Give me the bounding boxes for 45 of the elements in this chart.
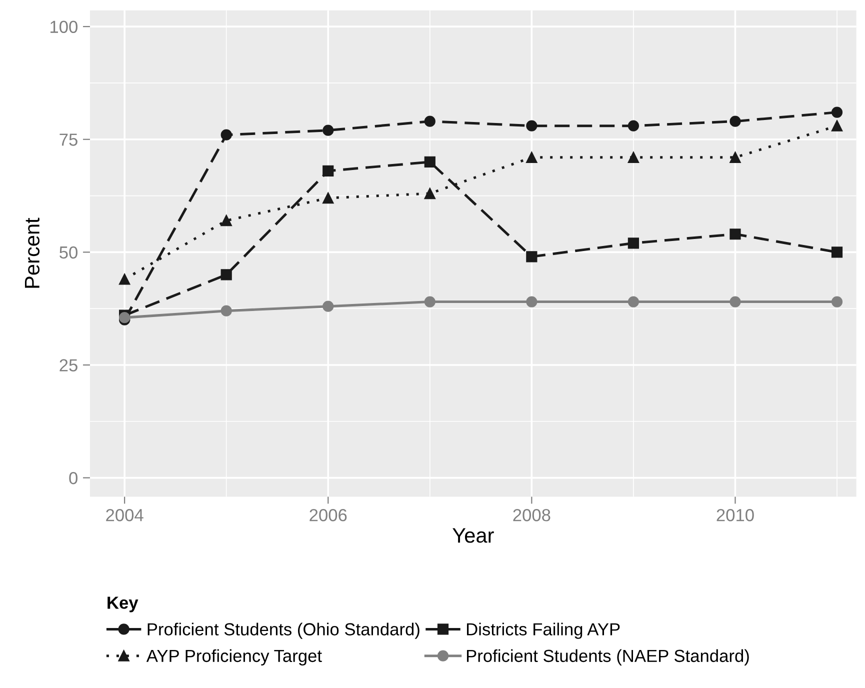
legend-title: Key	[108, 596, 138, 612]
point	[831, 106, 843, 118]
legend-label: Proficient Students (NAEP Standard)	[466, 649, 749, 666]
x-tick-label: 2006	[310, 509, 347, 522]
point	[424, 116, 436, 127]
point	[220, 129, 232, 140]
point	[322, 165, 334, 177]
point	[526, 120, 538, 132]
legend-label: Districts Failing AYP	[466, 622, 620, 639]
point	[119, 274, 130, 285]
x-tick-label: 2004	[106, 509, 144, 522]
point	[730, 152, 741, 163]
point	[526, 152, 538, 163]
point	[730, 228, 741, 240]
point	[322, 192, 334, 204]
x-axis-title: Year	[452, 528, 494, 543]
y-axis-title: Percent	[24, 218, 40, 288]
point	[628, 296, 640, 308]
legend-label: Proficient Students (Ohio Standard)	[148, 622, 420, 639]
y-tick-label: 50	[60, 246, 78, 259]
point	[628, 120, 640, 132]
legend-label: AYP Proficiency Target	[146, 649, 322, 666]
point	[730, 296, 741, 308]
point	[526, 296, 538, 308]
point	[220, 215, 232, 226]
point	[220, 269, 232, 280]
point	[831, 246, 843, 258]
point	[424, 188, 436, 200]
point	[730, 116, 741, 127]
y-tick-label: 0	[69, 472, 78, 484]
point	[322, 300, 334, 312]
point	[831, 120, 843, 132]
point	[220, 305, 232, 316]
point	[628, 152, 640, 163]
y-tick-label: 75	[60, 134, 78, 146]
x-tick-label: 2008	[513, 509, 550, 522]
point	[322, 124, 334, 136]
y-tick-label: 25	[60, 359, 78, 372]
y-tick-label: 100	[50, 20, 78, 34]
point	[424, 296, 436, 308]
point	[831, 296, 843, 308]
point	[526, 251, 538, 262]
point	[628, 238, 640, 249]
point	[424, 156, 436, 168]
x-tick-label: 2010	[716, 509, 754, 522]
